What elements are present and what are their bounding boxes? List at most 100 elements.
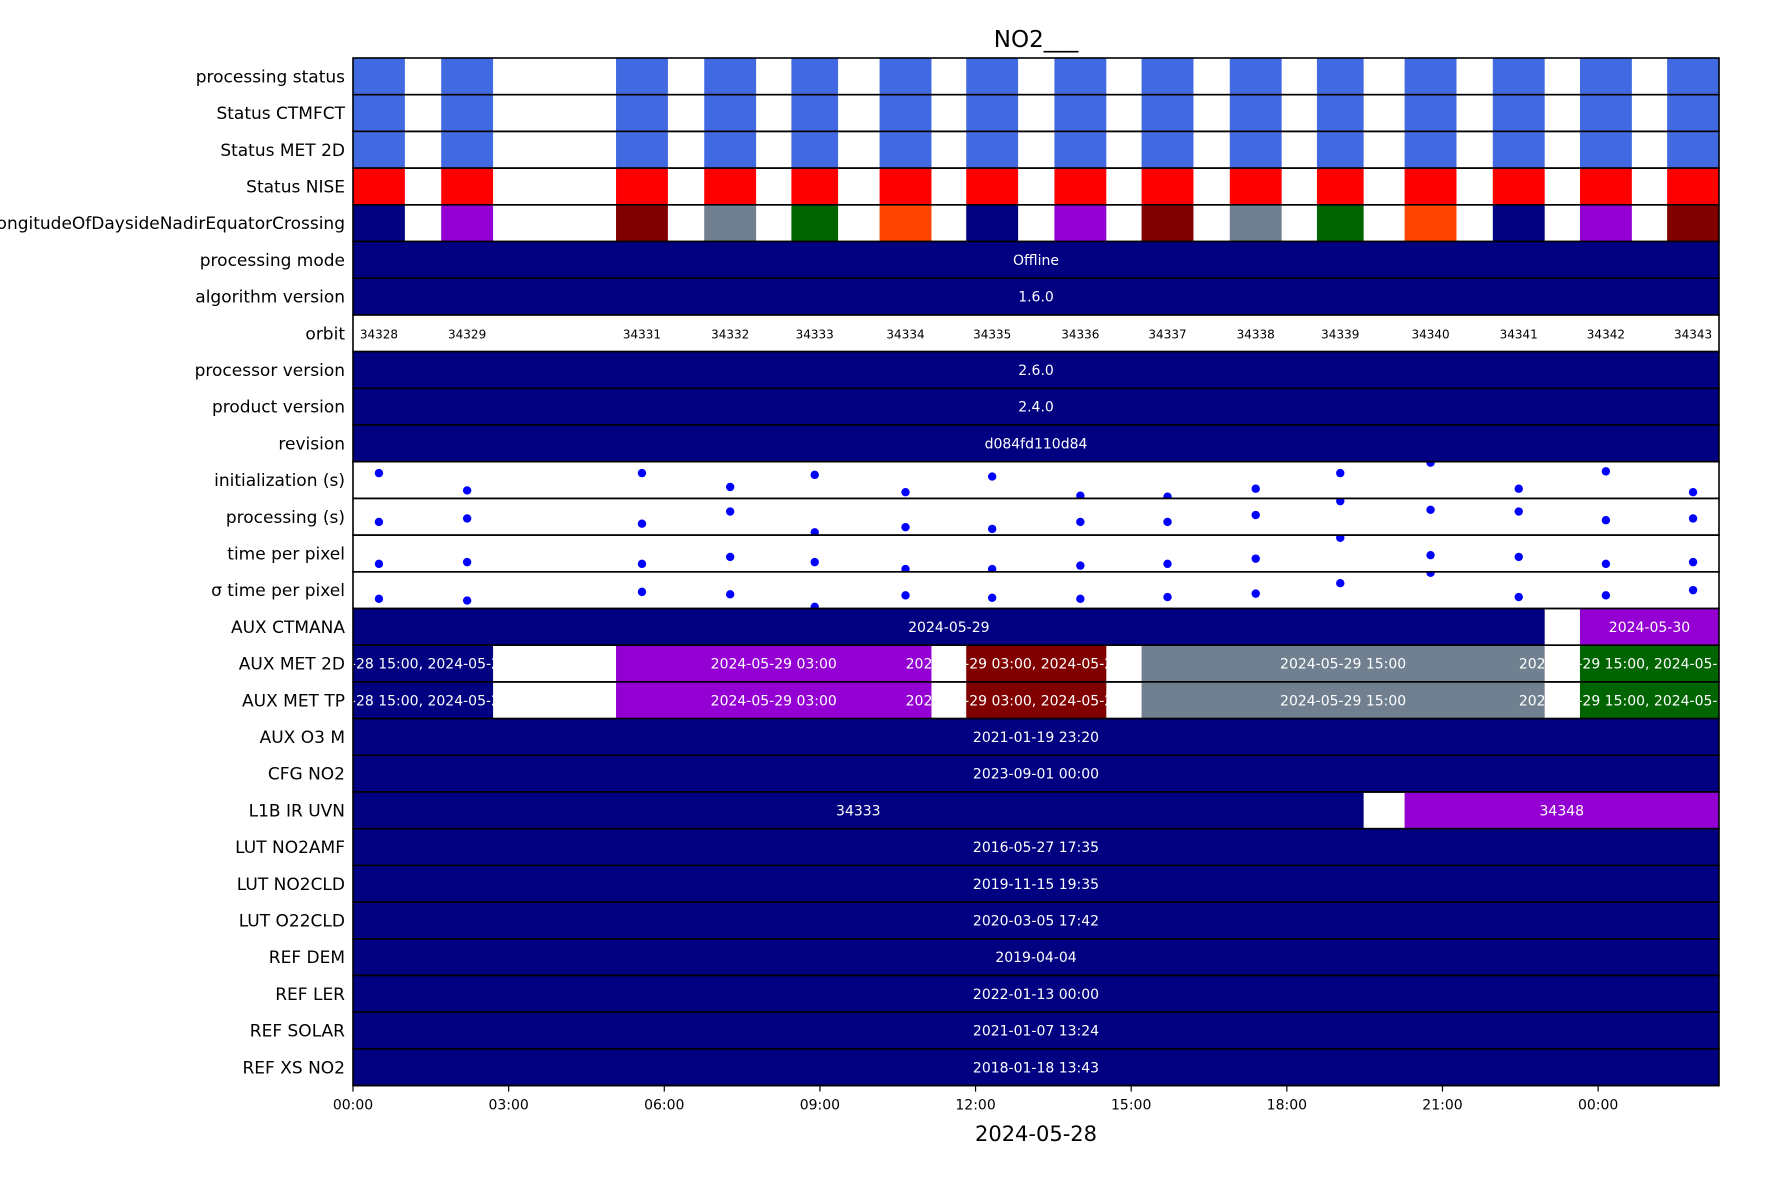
row-aux-met-2d: 2024-05-28 15:00, 2024-05-29 03:00 2024-0… bbox=[353, 645, 1719, 682]
row-label: processing (s) bbox=[226, 508, 345, 528]
orbit-block bbox=[704, 168, 757, 205]
row-lut-no2amf: 2016-05-27 17:35 bbox=[353, 828, 1719, 866]
row-label: orbit bbox=[305, 324, 345, 344]
scatter-point bbox=[987, 564, 997, 572]
segment-block bbox=[1404, 792, 1719, 829]
orbit-block bbox=[1404, 94, 1457, 132]
row-label: LongitudeOfDaysideNadirEquatorCrossing bbox=[0, 214, 345, 234]
orbit-number: 34342 bbox=[1587, 327, 1625, 341]
row-product-version: 2.4.0 bbox=[353, 388, 1719, 425]
scatter-point bbox=[987, 524, 997, 534]
row-label: algorithm version bbox=[195, 288, 345, 308]
scatter-point bbox=[725, 552, 735, 562]
scatter-point bbox=[1163, 517, 1172, 527]
orbit-number: 34340 bbox=[1411, 327, 1449, 341]
orbit-block bbox=[1492, 204, 1545, 242]
orbit-block bbox=[1229, 58, 1282, 95]
row-border bbox=[352, 497, 1720, 536]
segment-block bbox=[353, 608, 1545, 646]
orbit-block bbox=[1492, 58, 1545, 95]
scatter-point bbox=[1426, 505, 1435, 515]
scatter-point bbox=[374, 559, 384, 569]
scatter-point bbox=[374, 468, 384, 478]
row-lut-no2cld: 2019-11-15 19:35 bbox=[353, 865, 1719, 903]
scatter-point bbox=[1251, 484, 1260, 493]
scatter-point bbox=[1688, 557, 1698, 567]
row-border bbox=[352, 570, 1720, 610]
orbit-number: 34343 bbox=[1674, 327, 1712, 341]
row-time-per-pixel bbox=[374, 571, 1698, 609]
orbit-block bbox=[616, 94, 668, 132]
segment-label: 2024-05-29 15:00 bbox=[1280, 693, 1406, 709]
orbit-block bbox=[616, 204, 668, 242]
scatter-point bbox=[901, 487, 910, 497]
scatter-point bbox=[374, 594, 384, 604]
orbit-block bbox=[1229, 94, 1282, 132]
segment-label: 2018-01-18 13:43 bbox=[973, 1060, 1099, 1076]
orbit-number: 34337 bbox=[1148, 327, 1186, 341]
orbit-number: 34328 bbox=[360, 327, 398, 341]
orbit-number: 34341 bbox=[1500, 327, 1538, 341]
orbit-block bbox=[441, 94, 494, 132]
scatter-point bbox=[1336, 498, 1345, 506]
scatter-point bbox=[1076, 561, 1085, 570]
row-processing-s bbox=[374, 498, 1698, 536]
scatter-point bbox=[987, 472, 997, 481]
row-border bbox=[352, 460, 1720, 500]
segment-block bbox=[1579, 681, 1719, 719]
segment-label: 2024-05-29 03:00 bbox=[711, 657, 837, 673]
segment-label: 2019-04-04 bbox=[995, 950, 1076, 966]
orbit-block bbox=[353, 131, 405, 169]
row-orbit: 34328 34329 34331 34332 34333 34334 34335 34336… bbox=[360, 327, 1712, 341]
orbit-block bbox=[966, 131, 1019, 169]
orbit-block bbox=[353, 94, 405, 132]
orbit-block bbox=[791, 58, 839, 95]
scatter-point bbox=[1426, 571, 1435, 577]
orbit-block bbox=[1667, 94, 1719, 132]
segment-block bbox=[1141, 681, 1545, 719]
orbit-block bbox=[441, 58, 494, 95]
scatter-point bbox=[987, 593, 997, 602]
orbit-number: 34329 bbox=[448, 327, 486, 341]
segment-block bbox=[1141, 645, 1545, 682]
x-tick-label: 21:00 bbox=[1422, 1098, 1462, 1114]
orbit-number: 34334 bbox=[886, 327, 924, 341]
orbit-block bbox=[1404, 204, 1457, 242]
row-label: Status NISE bbox=[246, 177, 345, 197]
segment-label: 2024-05-29 bbox=[908, 620, 989, 636]
scatter-point bbox=[637, 468, 647, 478]
scatter-point bbox=[1076, 491, 1085, 499]
chart-title: NO2___ bbox=[994, 27, 1079, 53]
segment-block bbox=[1579, 608, 1719, 646]
segment-block bbox=[353, 351, 1719, 389]
row-algorithm-version: 1.6.0 bbox=[353, 278, 1719, 315]
orbit-block bbox=[879, 131, 932, 169]
segment-block bbox=[353, 1012, 1719, 1049]
scatter-point bbox=[1601, 516, 1611, 525]
scatter-point bbox=[637, 587, 647, 597]
scatter-point bbox=[1426, 550, 1435, 560]
segment-label: d084fd110d84 bbox=[985, 436, 1088, 452]
scatter-point bbox=[810, 602, 819, 609]
row-revision: d084fd110d84 bbox=[353, 425, 1719, 462]
orbit-block bbox=[966, 204, 1019, 242]
x-tick-label: 15:00 bbox=[1111, 1098, 1151, 1114]
row-l1b-ir-uvn: 34333 34348 bbox=[353, 792, 1719, 829]
scatter-point bbox=[725, 482, 735, 492]
row-label: REF XS NO2 bbox=[243, 1058, 346, 1078]
orbit-block bbox=[791, 168, 839, 205]
rows-layer: processing status Status CTMFCT Status MET… bbox=[0, 57, 1720, 1087]
orbit-number: 34338 bbox=[1237, 327, 1275, 341]
segment-block bbox=[1579, 645, 1719, 682]
orbit-block bbox=[353, 168, 405, 205]
row-label: initialization (s) bbox=[214, 471, 345, 491]
scatter-point bbox=[725, 590, 735, 599]
orbit-block bbox=[704, 131, 757, 169]
orbit-block bbox=[791, 94, 839, 132]
orbit-block bbox=[1229, 168, 1282, 205]
segment-block bbox=[353, 1048, 1719, 1086]
scatter-point bbox=[1426, 461, 1435, 467]
scatter-point bbox=[1688, 585, 1698, 595]
segment-label: 2024-05-29 15:00 bbox=[1280, 657, 1406, 673]
segment-block bbox=[353, 755, 1719, 792]
